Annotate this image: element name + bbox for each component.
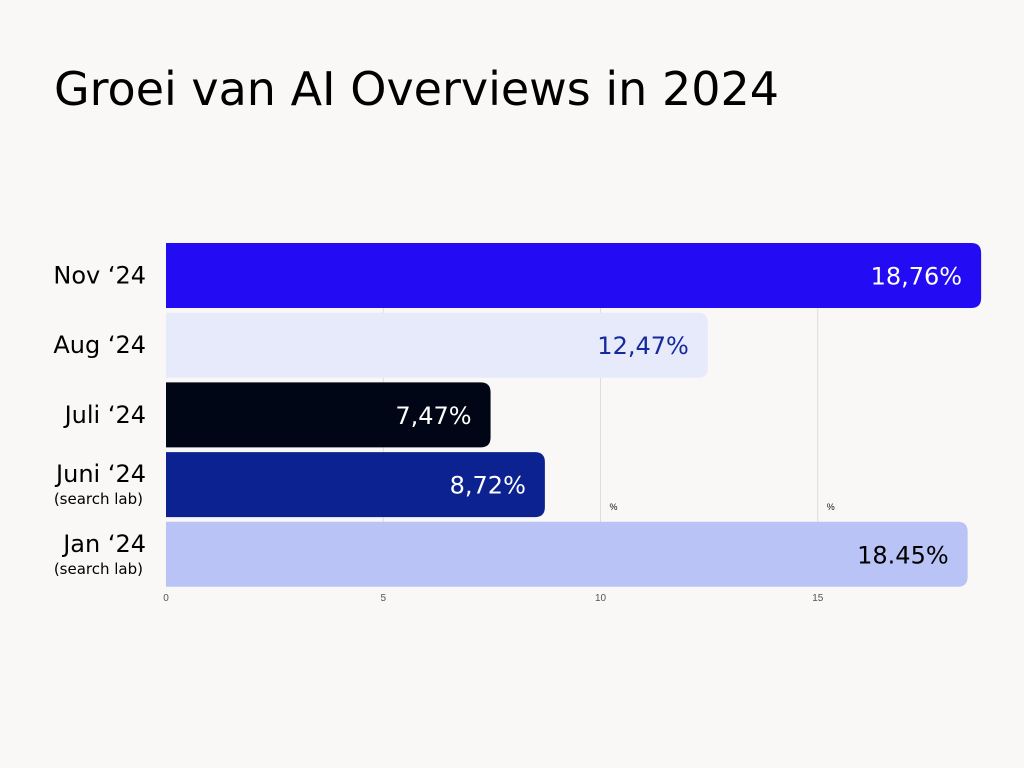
bar-2	[166, 382, 491, 448]
value-label-0: 18,76%	[871, 263, 963, 291]
x-tick-label-10: 10	[595, 593, 607, 604]
bar-4	[166, 521, 968, 587]
chart-title: Groei van AI Overviews in 2024	[54, 62, 780, 116]
x-tick-label-0: 0	[163, 593, 169, 604]
bars: 18,76% 12,47% 7,47% 8,72% 18.45%	[166, 243, 982, 587]
category-label-4: Jan ‘24	[61, 530, 146, 558]
category-label-2: Juli ‘24	[63, 401, 146, 429]
unit-mark-10: %	[610, 502, 618, 512]
category-sublabel-4: (search lab)	[54, 560, 143, 578]
bar-0	[166, 243, 982, 308]
category-label-1: Aug ‘24	[53, 331, 146, 359]
value-label-4: 18.45%	[857, 541, 949, 569]
category-label-0: Nov ‘24	[53, 262, 146, 290]
x-tick-label-15: 15	[812, 593, 824, 604]
value-label-3: 8,72%	[450, 472, 526, 500]
bar-1	[166, 312, 708, 378]
value-label-2: 7,47%	[395, 402, 471, 430]
value-label-1: 12,47%	[597, 332, 689, 360]
category-label-3: Juni ‘24	[54, 460, 146, 488]
unit-mark-15: %	[827, 502, 835, 512]
x-tick-label-5: 5	[380, 593, 386, 604]
x-axis-ticks: 0 5 10 15	[163, 593, 824, 604]
category-labels: Nov ‘24 Aug ‘24 Juli ‘24 Juni ‘24 (search la…	[53, 262, 146, 578]
category-sublabel-3: (search lab)	[54, 490, 143, 508]
bar-3	[166, 452, 545, 518]
